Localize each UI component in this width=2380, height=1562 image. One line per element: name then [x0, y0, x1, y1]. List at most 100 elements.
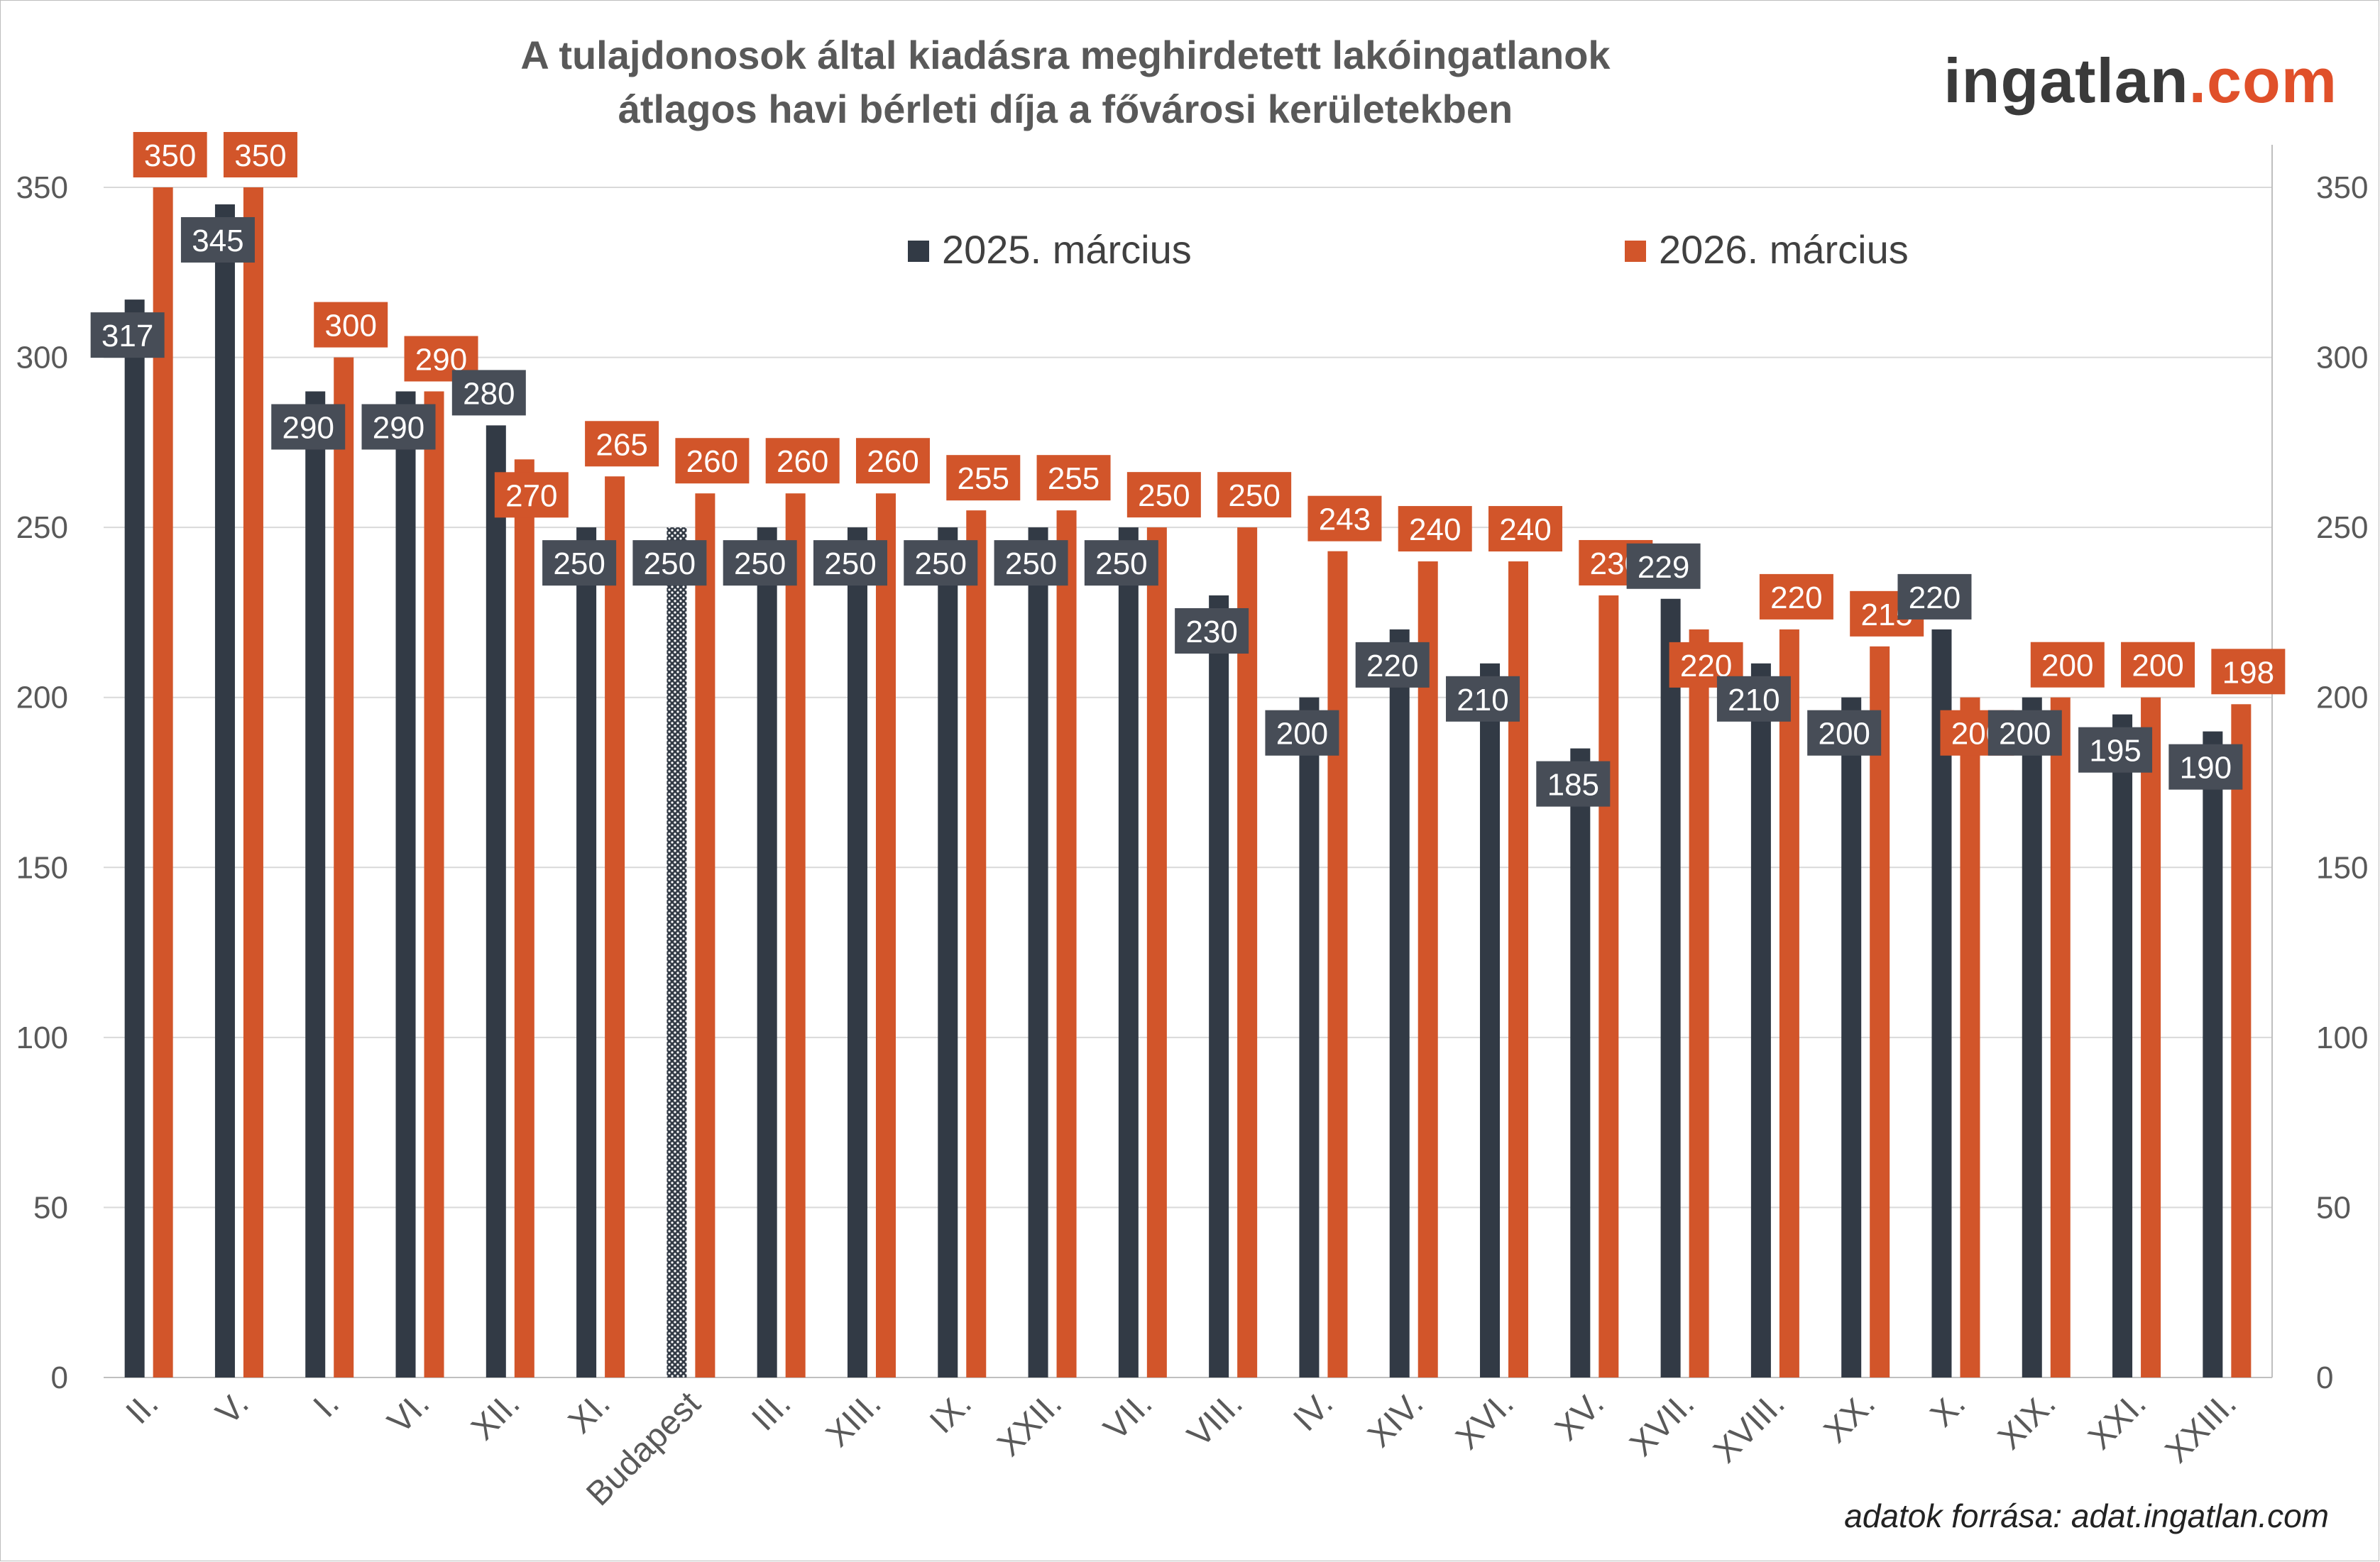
y-tick-label-right: 250	[2316, 510, 2368, 545]
data-label-2026: 255	[1036, 455, 1111, 501]
category-label: XI.	[561, 1385, 618, 1441]
data-label-2025: 185	[1536, 761, 1611, 807]
data-label-2025-box	[451, 370, 526, 416]
bar-2025-XVII	[1660, 598, 1681, 1377]
y-tick-label-right: 200	[2316, 681, 2368, 715]
data-label-2026: 250	[1126, 472, 1201, 518]
data-label-2025-text: 185	[1547, 768, 1599, 803]
data-label-2025-text: 210	[1728, 683, 1779, 717]
data-label-2026: 270	[494, 472, 569, 518]
data-label-2025-text: 200	[1276, 717, 1328, 752]
data-label-2025-text: 250	[553, 546, 605, 581]
data-label-2026: 265	[585, 421, 659, 467]
y-tick-label-right: 350	[2316, 170, 2368, 205]
data-label-2026-box	[2030, 642, 2105, 688]
data-label-2026-box	[1126, 472, 1201, 518]
bar-2026-II	[153, 187, 173, 1377]
legend-item-2026-label: 2026. március	[1659, 227, 1909, 272]
data-label-2025-text: 230	[1185, 615, 1237, 649]
data-label-2025: 190	[2168, 744, 2243, 790]
data-label-2026: 240	[1398, 506, 1472, 552]
data-labels: 3173503453502903002902902802702502652502…	[90, 132, 2286, 807]
data-label-2025: 220	[1897, 573, 1972, 620]
data-label-2026-box	[133, 132, 207, 177]
data-label-2025: 250	[632, 540, 707, 586]
data-label-2025: 250	[1084, 540, 1158, 586]
category-label: XIV.	[1361, 1385, 1430, 1454]
category-label: IX.	[923, 1385, 979, 1441]
data-label-2025-text: 250	[1095, 546, 1147, 581]
bar-2026-IV	[1327, 551, 1348, 1377]
bar-2026-XXIII	[2231, 704, 2252, 1377]
data-label-2025-text: 250	[915, 546, 967, 581]
data-label-2025: 250	[542, 540, 617, 586]
data-label-2025: 200	[1807, 710, 1882, 756]
category-label: XXI.	[2081, 1385, 2154, 1457]
data-label-2026-box	[675, 438, 750, 484]
data-label-2026-text: 243	[1319, 502, 1371, 537]
bar-2025-XV	[1570, 748, 1591, 1377]
y-tick-label-left: 350	[16, 170, 68, 205]
data-label-2026-text: 220	[1770, 581, 1822, 615]
data-label-2026-box	[314, 302, 388, 348]
bar-2026-Budapest	[695, 493, 715, 1378]
data-label-2025: 290	[361, 404, 436, 450]
logo-main-text: ingatlan	[1943, 45, 2189, 116]
legend-item-2026-swatch	[1625, 241, 1646, 262]
bar-2026-XX	[1870, 646, 1890, 1378]
bars	[124, 187, 2252, 1378]
y-tick-label-left: 250	[16, 510, 68, 545]
data-label-2026: 200	[2121, 642, 2195, 688]
legend-item-2025: 2025. március	[908, 227, 1192, 272]
data-label-2025-box	[1716, 676, 1791, 722]
data-label-2026-text: 350	[234, 138, 286, 173]
data-label-2025-text: 250	[734, 546, 786, 581]
data-label-2025-box	[1536, 761, 1611, 807]
y-tick-label-left: 300	[16, 341, 68, 375]
bar-2025-V	[214, 204, 235, 1377]
data-label-2025-box	[361, 404, 436, 450]
category-label: XXIII.	[2159, 1385, 2244, 1470]
y-tick-label-left: 150	[16, 850, 68, 885]
data-label-2025: 250	[723, 540, 797, 586]
data-label-2025: 200	[1265, 710, 1339, 756]
logo-tld-text: com	[2207, 45, 2337, 116]
category-label: XVI.	[1449, 1385, 1521, 1457]
y-tick-label-left: 50	[33, 1190, 68, 1225]
data-label-2026-box	[1307, 495, 1382, 541]
bar-2025-VIII	[1209, 595, 1229, 1377]
data-label-2026: 350	[133, 132, 207, 177]
legend-item-2025-swatch	[908, 241, 929, 262]
data-label-2025-box	[1355, 642, 1430, 688]
bar-2026-X	[1960, 697, 1980, 1377]
bar-2026-IX	[966, 510, 987, 1377]
legend-item-2025-label: 2025. március	[942, 227, 1192, 272]
data-label-2025: 200	[1987, 710, 2062, 756]
bar-2026-XIV	[1417, 561, 1438, 1377]
data-label-2026-text: 255	[1048, 461, 1099, 496]
bar-2025-XVIII	[1750, 663, 1771, 1377]
data-label-2026-box	[1488, 506, 1563, 552]
data-label-2026-box	[1398, 506, 1472, 552]
data-label-2026-box	[223, 132, 297, 177]
chart-title-line-1: A tulajdonosok által kiadásra meghirdete…	[520, 33, 1611, 77]
data-label-2025: 250	[904, 540, 978, 586]
bar-2025-VI	[395, 391, 416, 1377]
data-label-2026-box	[855, 438, 930, 484]
data-label-2026-box	[946, 455, 1021, 501]
data-label-2025-box	[1446, 676, 1520, 722]
category-label: XIII.	[819, 1385, 889, 1454]
bar-2026-XXI	[2141, 697, 2161, 1377]
bar-2025-XIII	[847, 527, 867, 1378]
data-label-2025-box	[1626, 543, 1701, 589]
data-label-2026: 260	[855, 438, 930, 484]
bar-2026-XI	[605, 476, 625, 1377]
bar-2025-XXI	[2112, 714, 2133, 1377]
data-label-2025: 250	[994, 540, 1068, 586]
category-label: XVIII.	[1706, 1385, 1792, 1470]
category-label: XIX.	[1991, 1385, 2063, 1457]
bar-2025-XXII	[1028, 527, 1048, 1378]
data-label-2026-text: 250	[1138, 478, 1190, 513]
bar-2025-VII	[1118, 527, 1139, 1378]
